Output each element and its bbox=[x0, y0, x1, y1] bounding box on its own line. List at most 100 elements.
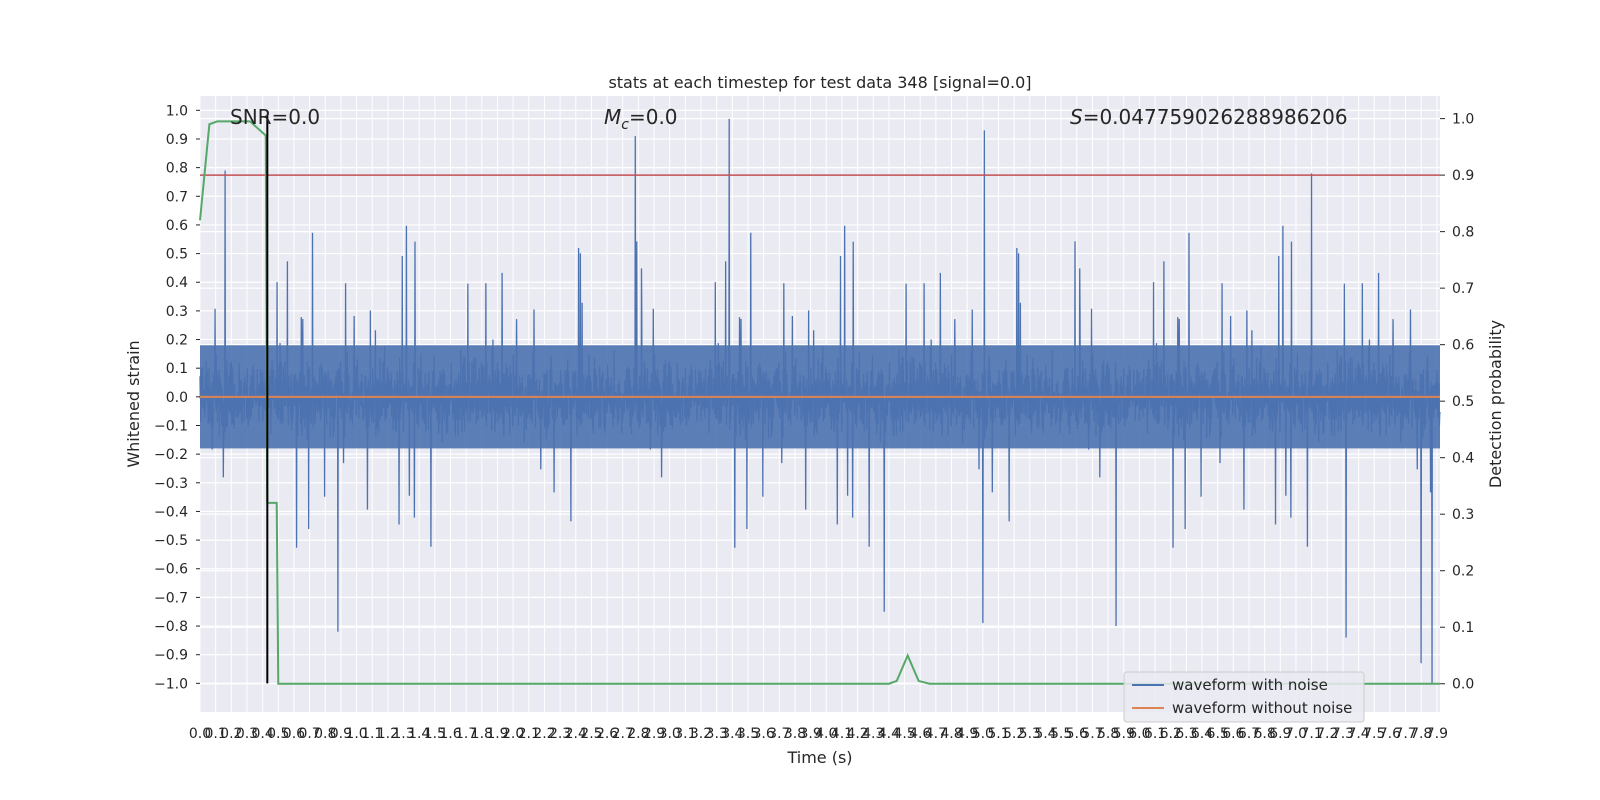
x-tick-label: 4.8 bbox=[940, 726, 962, 742]
x-tick-label: 6.2 bbox=[1160, 726, 1182, 742]
chirp-mass-symbol: M bbox=[604, 105, 621, 129]
legend-box bbox=[1123, 671, 1365, 723]
x-tick-label: 2.9 bbox=[643, 726, 665, 742]
y-tick-label: 0.3 bbox=[166, 304, 188, 320]
y-tick-label: −0.1 bbox=[154, 418, 188, 434]
x-tick-label: 1.1 bbox=[361, 726, 383, 742]
s-symbol: S bbox=[1070, 105, 1083, 129]
x-tick-label: 3.7 bbox=[768, 726, 790, 742]
y-tick-label: −0.8 bbox=[154, 619, 188, 635]
y-tick-label: 0.2 bbox=[166, 333, 188, 349]
x-tick-label: 1.3 bbox=[392, 726, 414, 742]
y-tick-label: 1.0 bbox=[166, 103, 188, 119]
x-tick-label: 0.8 bbox=[314, 726, 336, 742]
x-tick-label: 7.3 bbox=[1332, 726, 1354, 742]
y2-tick-label: 0.1 bbox=[1452, 620, 1474, 636]
x-tick-label: 5.6 bbox=[1066, 726, 1088, 742]
x-tick-label: 0.4 bbox=[251, 726, 273, 742]
y-tick-label: 0.7 bbox=[166, 189, 188, 205]
y2-tick-label: 0.3 bbox=[1452, 507, 1474, 523]
legend: waveform with noise waveform without noi… bbox=[1123, 671, 1365, 723]
x-tick-label: 1.7 bbox=[455, 726, 477, 742]
x-tick-label: 5.5 bbox=[1050, 726, 1072, 742]
chirp-mass-subscript: c bbox=[621, 117, 629, 133]
x-tick-label: 3.0 bbox=[659, 726, 681, 742]
x-tick-label: 3.4 bbox=[721, 726, 743, 742]
x-tick-label: 7.8 bbox=[1410, 726, 1432, 742]
x-tick-label: 5.1 bbox=[987, 726, 1009, 742]
x-tick-label: 0.2 bbox=[220, 726, 242, 742]
x-tick-label: 3.5 bbox=[737, 726, 759, 742]
y-tick-label: −0.3 bbox=[154, 476, 188, 492]
x-tick-label: 2.3 bbox=[549, 726, 571, 742]
y-tick-label: 0.6 bbox=[166, 218, 188, 234]
x-tick-label: 2.7 bbox=[612, 726, 634, 742]
x-tick-label: 2.8 bbox=[627, 726, 649, 742]
x-tick-label: 3.3 bbox=[706, 726, 728, 742]
x-tick-label: 7.0 bbox=[1285, 726, 1307, 742]
x-tick-label: 6.7 bbox=[1238, 726, 1260, 742]
y-tick-label: −0.5 bbox=[154, 533, 188, 549]
x-tick-label: 7.6 bbox=[1379, 726, 1401, 742]
chirp-mass-value: =0.0 bbox=[629, 105, 678, 129]
x-tick-label: 7.7 bbox=[1394, 726, 1416, 742]
y-tick-label: −0.4 bbox=[154, 504, 188, 520]
x-tick-label: 0.6 bbox=[283, 726, 305, 742]
x-tick-label: 6.0 bbox=[1128, 726, 1150, 742]
x-tick-label: 7.4 bbox=[1347, 726, 1369, 742]
x-tick-label: 1.8 bbox=[471, 726, 493, 742]
x-tick-label: 6.4 bbox=[1191, 726, 1213, 742]
y2-tick-label: 1.0 bbox=[1452, 112, 1474, 128]
x-tick-label: 3.6 bbox=[753, 726, 775, 742]
y-axis-label: Whitened strain bbox=[124, 340, 143, 467]
x-tick-label: 0.0 bbox=[189, 726, 211, 742]
y2-tick-label: 0.0 bbox=[1452, 677, 1474, 693]
x-tick-label: 1.4 bbox=[408, 726, 430, 742]
x-tick-label: 2.5 bbox=[580, 726, 602, 742]
y-tick-label: −0.2 bbox=[154, 447, 188, 463]
x-tick-label: 7.5 bbox=[1363, 726, 1385, 742]
y2-tick-label: 0.7 bbox=[1452, 281, 1474, 297]
x-tick-label: 3.9 bbox=[799, 726, 821, 742]
detection-probability-line bbox=[199, 120, 1440, 685]
y2-tick-label: 0.8 bbox=[1452, 225, 1474, 241]
y-tick-label: 0.4 bbox=[166, 275, 188, 291]
y-tick-label: 0.8 bbox=[166, 161, 188, 177]
x-tick-label: 4.5 bbox=[893, 726, 915, 742]
x-tick-label: 2.1 bbox=[518, 726, 540, 742]
x-tick-label: 0.5 bbox=[267, 726, 289, 742]
x-tick-label: 0.3 bbox=[236, 726, 258, 742]
x-tick-label: 2.4 bbox=[565, 726, 587, 742]
x-tick-label: 7.9 bbox=[1426, 726, 1448, 742]
axes: 0.00.10.20.30.40.50.60.70.80.91.01.11.21… bbox=[154, 103, 1474, 742]
x-tick-label: 4.6 bbox=[909, 726, 931, 742]
x-tick-label: 4.2 bbox=[846, 726, 868, 742]
x-tick-label: 1.6 bbox=[439, 726, 461, 742]
x-tick-label: 6.6 bbox=[1222, 726, 1244, 742]
legend-label-without-noise: waveform without noise bbox=[1172, 699, 1352, 717]
x-tick-label: 5.0 bbox=[972, 726, 994, 742]
x-tick-label: 7.2 bbox=[1316, 726, 1338, 742]
x-tick-label: 3.8 bbox=[784, 726, 806, 742]
x-tick-label: 2.2 bbox=[533, 726, 555, 742]
y-tick-label: −1.0 bbox=[154, 676, 188, 692]
chart-title: stats at each timestep for test data 348… bbox=[608, 73, 1031, 92]
x-tick-label: 5.7 bbox=[1081, 726, 1103, 742]
x-tick-label: 6.9 bbox=[1269, 726, 1291, 742]
x-tick-label: 0.7 bbox=[298, 726, 320, 742]
y2-tick-label: 0.2 bbox=[1452, 564, 1474, 580]
x-tick-label: 4.9 bbox=[956, 726, 978, 742]
x-tick-label: 5.4 bbox=[1034, 726, 1056, 742]
y-tick-label: −0.6 bbox=[154, 562, 188, 578]
x-tick-label: 5.9 bbox=[1113, 726, 1135, 742]
x-axis-label: Time (s) bbox=[786, 748, 852, 767]
legend-label-with-noise: waveform with noise bbox=[1172, 676, 1328, 694]
y-tick-label: −0.9 bbox=[154, 648, 188, 664]
x-tick-label: 2.6 bbox=[596, 726, 618, 742]
y2-tick-label: 0.6 bbox=[1452, 338, 1474, 354]
x-tick-label: 0.9 bbox=[330, 726, 352, 742]
x-tick-label: 3.2 bbox=[690, 726, 712, 742]
x-tick-label: 6.1 bbox=[1144, 726, 1166, 742]
y-tick-label: 0.1 bbox=[166, 361, 188, 377]
snr-annotation: SNR=0.0 bbox=[230, 105, 320, 129]
